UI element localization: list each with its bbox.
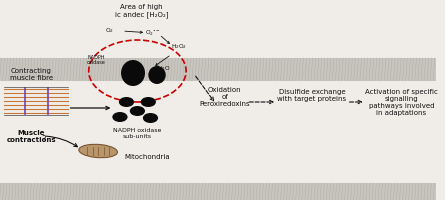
Text: H$_2$O$_2$: H$_2$O$_2$ [171, 43, 187, 51]
Text: O$_2$: O$_2$ [105, 27, 113, 35]
Text: Mitochondria: Mitochondria [124, 154, 170, 160]
Ellipse shape [119, 97, 134, 107]
Ellipse shape [143, 113, 158, 123]
Ellipse shape [79, 144, 117, 158]
Text: H$_2$O: H$_2$O [157, 65, 170, 73]
Text: ?: ? [41, 134, 46, 144]
Text: Disulfide exchange
with target proteins: Disulfide exchange with target proteins [277, 89, 346, 102]
Ellipse shape [148, 66, 166, 84]
Text: Contracting
muscle fibre: Contracting muscle fibre [10, 68, 53, 81]
Text: O$_2$$^{\bullet-}$: O$_2$$^{\bullet-}$ [145, 28, 161, 38]
Text: NADPH oxidase
sub-units: NADPH oxidase sub-units [113, 128, 162, 139]
Text: Area of high
ic andec [H₂O₂]: Area of high ic andec [H₂O₂] [115, 4, 169, 18]
Text: Oxidation
of
Peroxiredoxins: Oxidation of Peroxiredoxins [199, 87, 250, 107]
Text: NADPH
oxidase: NADPH oxidase [87, 55, 105, 65]
Ellipse shape [130, 106, 145, 116]
Text: Muscle
contractions: Muscle contractions [7, 130, 56, 143]
Text: Activation of specific
signalling
pathways involved
in adaptations: Activation of specific signalling pathwa… [365, 89, 438, 116]
Bar [0, 183, 436, 200]
Ellipse shape [121, 60, 145, 86]
Ellipse shape [141, 97, 156, 107]
Bar [0, 58, 436, 81]
Ellipse shape [112, 112, 128, 122]
